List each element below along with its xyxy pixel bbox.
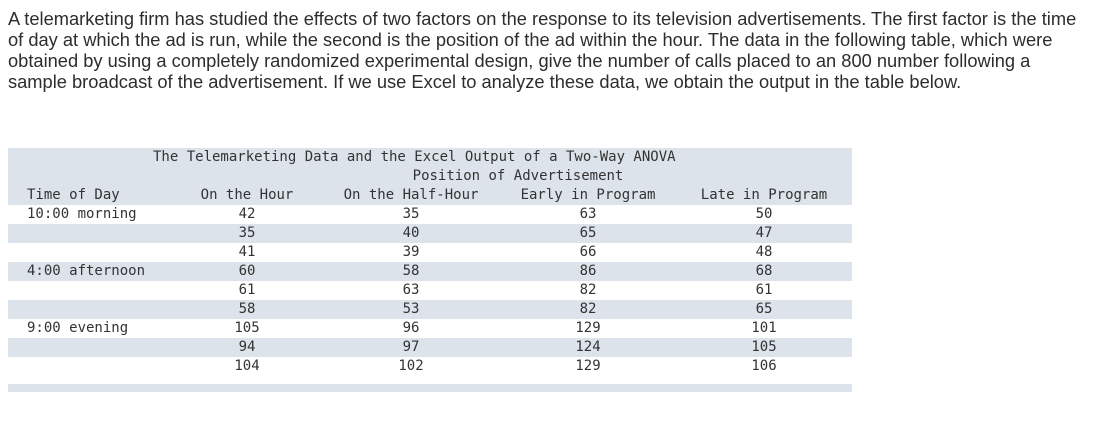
row-stripe	[8, 338, 852, 357]
table-cell: 106	[751, 358, 777, 374]
col-header-on-the-hour: On the Hour	[200, 187, 294, 203]
table-cell: 35	[402, 206, 420, 222]
table-cell: 129	[575, 320, 601, 336]
row-stripe	[8, 224, 852, 243]
row-label: 4:00 afternoon	[27, 263, 146, 279]
table-cell: 42	[238, 206, 256, 222]
table-cell: 50	[755, 206, 773, 222]
table-cell: 105	[751, 339, 777, 355]
problem-statement: A telemarketing firm has studied the eff…	[8, 8, 1077, 92]
table-cell: 94	[238, 339, 256, 355]
table-cell: 101	[751, 320, 777, 336]
table-cell: 96	[402, 320, 420, 336]
time-of-day-header: Time of Day	[27, 187, 120, 203]
table-cell: 124	[575, 339, 601, 355]
table-cell: 97	[402, 339, 420, 355]
table-cell: 129	[575, 358, 601, 374]
table-cell: 47	[755, 225, 773, 241]
table-cell: 63	[579, 206, 597, 222]
table-cell: 68	[755, 263, 773, 279]
row-label: 10:00 morning	[27, 206, 137, 222]
table-cell: 86	[579, 263, 597, 279]
table-cell: 41	[238, 244, 256, 260]
col-header-on-the-half-hour: On the Half-Hour	[343, 187, 479, 203]
row-stripe	[8, 262, 852, 281]
table-cell: 65	[579, 225, 597, 241]
col-header-early-in-program: Early in Program	[520, 187, 656, 203]
table-cell: 66	[579, 244, 597, 260]
table-cell: 61	[755, 282, 773, 298]
table-cell: 63	[402, 282, 420, 298]
col-header-late-in-program: Late in Program	[700, 187, 828, 203]
table-cell: 61	[238, 282, 256, 298]
table-cell: 104	[234, 358, 260, 374]
table-cell: 39	[402, 244, 420, 260]
table-cell: 53	[402, 301, 420, 317]
table-cell: 82	[579, 282, 597, 298]
table-cell: 102	[398, 358, 424, 374]
table-cell: 58	[402, 263, 420, 279]
table-cell: 105	[234, 320, 260, 336]
table-cell: 35	[238, 225, 256, 241]
table-cell: 60	[238, 263, 256, 279]
table-footer-band	[8, 384, 852, 392]
table-cell: 65	[755, 301, 773, 317]
table-cell: 58	[238, 301, 256, 317]
table-title: The Telemarketing Data and the Excel Out…	[153, 149, 676, 165]
table-cell: 48	[755, 244, 773, 260]
table-cell: 40	[402, 225, 420, 241]
table-cell: 82	[579, 301, 597, 317]
table-header-band	[8, 148, 852, 205]
telemarketing-data-table: The Telemarketing Data and the Excel Out…	[8, 148, 852, 392]
position-subheader: Position of Advertisement	[412, 168, 624, 184]
row-label: 9:00 evening	[27, 320, 129, 336]
row-stripe	[8, 300, 852, 319]
